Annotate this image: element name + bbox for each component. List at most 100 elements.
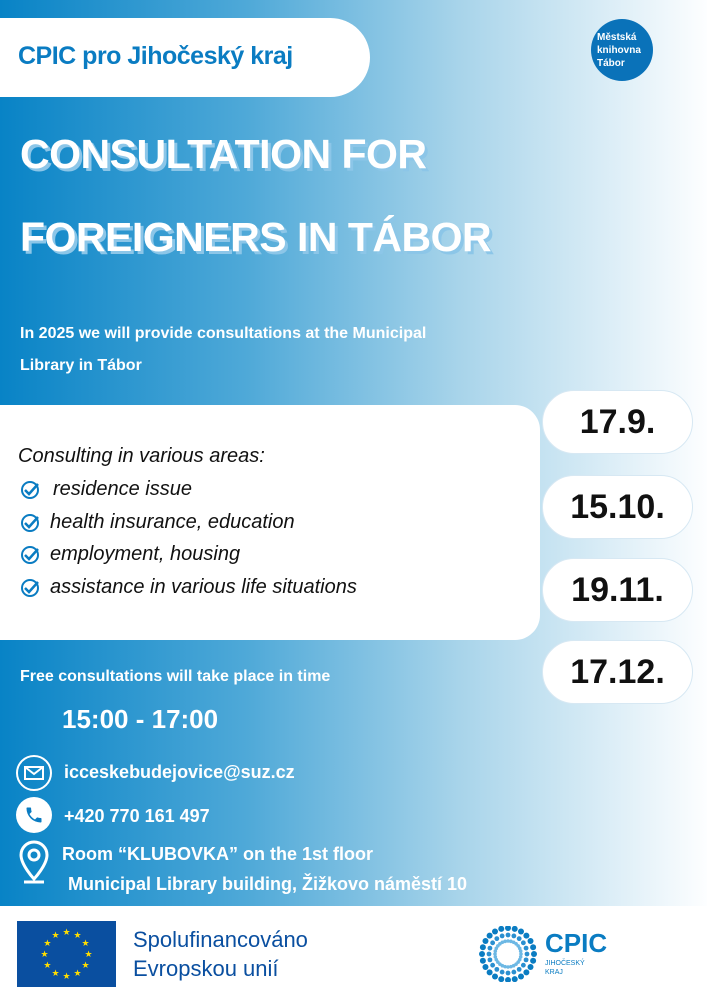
- cpic-dot: [511, 933, 517, 939]
- cpic-dot: [503, 964, 507, 969]
- cpic-dot: [518, 949, 523, 953]
- library-logo-text: Městská knihovna Tábor: [597, 32, 641, 69]
- cpic-dot: [518, 955, 523, 959]
- cpic-dot: [531, 951, 537, 957]
- area-item: health insurance, education: [50, 510, 295, 533]
- cpic-dot: [505, 977, 511, 982]
- areas-box: Consulting in various areas: residence i…: [0, 405, 540, 640]
- cpic-dot: [479, 944, 486, 951]
- area-item: residence issue: [53, 478, 192, 500]
- cpic-dot: [509, 939, 513, 944]
- eu-star: ★: [51, 968, 59, 978]
- eu-star: ★: [82, 960, 90, 970]
- cpic-dot: [486, 951, 492, 957]
- cpic-dot: [520, 940, 526, 946]
- eu-star: ★: [43, 938, 51, 948]
- eu-star: ★: [62, 971, 70, 981]
- cpic-dot: [506, 965, 510, 969]
- cpic-dot: [523, 969, 530, 976]
- cpic-dot: [494, 966, 500, 972]
- cpic-name: CPIC: [545, 928, 608, 958]
- cpic-dot: [511, 963, 516, 968]
- cpic-dot: [511, 976, 518, 982]
- cpic-dot: [516, 966, 522, 972]
- time-value: 15:00 - 17:00: [62, 704, 219, 734]
- cpic-dot: [530, 957, 537, 964]
- cpic-dot: [482, 964, 489, 970]
- location-line-1: Room “KLUBOVKA” on the 1st floor: [62, 844, 373, 864]
- phone-icon: [16, 797, 52, 833]
- cpic-dot: [518, 973, 524, 980]
- subtitle-line-2: Library in Tábor: [20, 357, 142, 374]
- cpic-dot: [523, 932, 530, 939]
- cpic-dot: [505, 932, 511, 938]
- cpic-dot: [527, 938, 534, 944]
- check-circle-icon: [21, 546, 39, 564]
- date-pill: 17.12.: [542, 640, 693, 704]
- area-item: employment, housing: [50, 543, 241, 565]
- cpic-dot: [490, 940, 496, 946]
- eu-line-1: Spolufinancováno: [133, 927, 308, 952]
- eu-star: ★: [51, 930, 59, 940]
- badge-text: CPIC pro Jihočeský kraj: [18, 42, 293, 70]
- cpic-dot: [511, 969, 517, 975]
- cpic-dot: [509, 964, 513, 969]
- date-text: 17.12.: [570, 653, 665, 691]
- time-label: Free consultations will take place in ti…: [20, 668, 331, 685]
- eu-flag-logo: ★ ★ ★ ★ ★ ★ ★ ★ ★ ★ ★ ★: [17, 921, 116, 987]
- cpic-dot: [494, 957, 499, 962]
- title-line-1: CONSULTATION FOR: [20, 131, 427, 177]
- location-pin-icon: [18, 840, 50, 893]
- date-pill: 17.9.: [542, 390, 693, 454]
- eu-star: ★: [73, 968, 81, 978]
- cpic-badge: CPIC pro Jihočeský kraj: [0, 18, 370, 97]
- date-text: 15.10.: [570, 488, 665, 526]
- cpic-dot: [505, 970, 511, 976]
- cpic-dot: [506, 939, 510, 943]
- location-line-2: Municipal Library building, Žižkovo námě…: [68, 874, 468, 894]
- cpic-dot: [503, 939, 507, 944]
- cpic-dot: [520, 962, 526, 968]
- cpic-dot: [499, 969, 505, 975]
- cpic-dot: [519, 952, 523, 956]
- cpic-dot: [517, 946, 522, 951]
- cpic-logo-text: CPIC JIHOČESKÝ KRAJ: [545, 928, 607, 977]
- date-pill: 15.10.: [542, 475, 693, 539]
- date-text: 19.11.: [571, 571, 664, 609]
- eu-star: ★: [62, 927, 70, 937]
- phone-text[interactable]: +420 770 161 497: [64, 806, 210, 826]
- cpic-sub-2: KRAJ: [545, 969, 563, 976]
- cpic-dot: [527, 964, 534, 970]
- cpic-dot: [518, 928, 524, 935]
- eu-star: ★: [40, 949, 48, 959]
- eu-line-2: Evropskou unií: [133, 956, 279, 981]
- cpic-dot: [523, 957, 529, 963]
- cpic-dot: [493, 955, 498, 959]
- areas-heading: Consulting in various areas:: [18, 445, 265, 467]
- email-text[interactable]: icceskebudejovice@suz.cz: [64, 762, 295, 782]
- check-circle-icon: [21, 513, 39, 532]
- date-text: 17.9.: [579, 403, 656, 441]
- subtitle: In 2025 we will provide consultations at…: [20, 318, 426, 382]
- email-icon: [16, 755, 52, 791]
- library-logo: Městská knihovna Tábor: [591, 19, 653, 81]
- cpic-dot: [524, 951, 530, 957]
- eu-star: ★: [73, 930, 81, 940]
- cpic-dot: [511, 926, 518, 932]
- cpic-dot: [498, 976, 505, 982]
- cpic-dot: [500, 940, 505, 945]
- date-pill: 19.11.: [542, 558, 693, 622]
- check-circle-icon: [21, 481, 39, 499]
- eu-cofunding-text: Spolufinancováno Evropskou unií: [133, 925, 308, 983]
- cpic-dot: [486, 969, 493, 976]
- title-line-2: FOREIGNERS IN TÁBOR: [20, 214, 492, 260]
- cpic-dot: [499, 933, 505, 939]
- cpic-dot: [479, 957, 486, 964]
- cpic-dot: [487, 957, 493, 963]
- cpic-dot: [516, 936, 522, 942]
- eu-star: ★: [43, 960, 51, 970]
- cpic-dot: [505, 926, 511, 931]
- cpic-sub-1: JIHOČESKÝ: [545, 960, 585, 967]
- eu-star: ★: [82, 938, 90, 948]
- cpic-dot: [530, 944, 537, 951]
